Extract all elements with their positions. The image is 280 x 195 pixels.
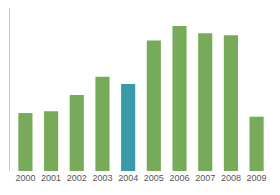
svg-text:2008: 2008 <box>221 173 241 183</box>
svg-text:2006: 2006 <box>170 173 190 183</box>
svg-text:2003: 2003 <box>92 173 112 183</box>
svg-text:2002: 2002 <box>67 173 87 183</box>
svg-text:2007: 2007 <box>195 173 215 183</box>
svg-text:2001: 2001 <box>41 173 61 183</box>
svg-text:2009: 2009 <box>247 173 267 183</box>
svg-text:2004: 2004 <box>118 173 138 183</box>
svg-text:2005: 2005 <box>144 173 164 183</box>
svg-text:2000: 2000 <box>15 173 35 183</box>
